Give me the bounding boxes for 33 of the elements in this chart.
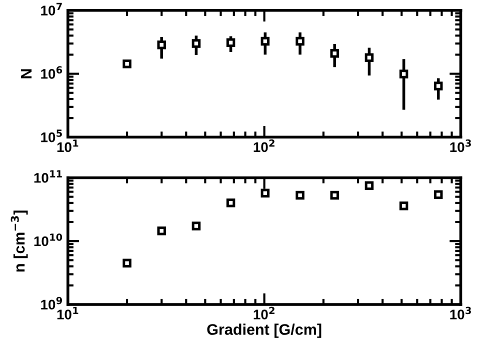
point [330, 190, 340, 200]
point [157, 40, 166, 50]
point [364, 53, 374, 62]
point [260, 188, 270, 198]
point [226, 38, 236, 47]
point [296, 190, 304, 200]
y-axis-title: N [21, 69, 32, 78]
point [434, 82, 443, 90]
x-tick-label: 10$^{2}$ [254, 306, 274, 320]
point [399, 201, 408, 210]
x-tick-label: 10$^{2}$ [254, 139, 274, 152]
point [192, 222, 201, 230]
point [296, 36, 304, 46]
x-axis-title: Gradient [G/cm] [207, 324, 322, 338]
point [434, 190, 443, 200]
point [122, 258, 132, 268]
y-tick-label: 10$^{6}$ [41, 66, 62, 79]
point [122, 60, 132, 68]
x-tick-label: 10$^{3}$ [450, 306, 471, 320]
x-tick-label: 10$^{3}$ [450, 139, 471, 152]
point [330, 48, 340, 58]
x-tick-label: 10$^{1}$ [57, 140, 78, 152]
y-tick-label: 10$^{7}$ [41, 2, 62, 16]
point [226, 198, 236, 208]
point [157, 226, 166, 236]
y-tick-label: 10$^{11}$ [34, 170, 62, 183]
point [364, 181, 374, 190]
y-tick-label: 10$^{10}$ [34, 233, 62, 246]
point [260, 36, 270, 46]
y-tick-label: 10$^{5}$ [41, 130, 62, 142]
point [399, 70, 408, 78]
point [192, 39, 201, 48]
y-axis-title: n [cm$^{−3}$] [10, 210, 28, 272]
